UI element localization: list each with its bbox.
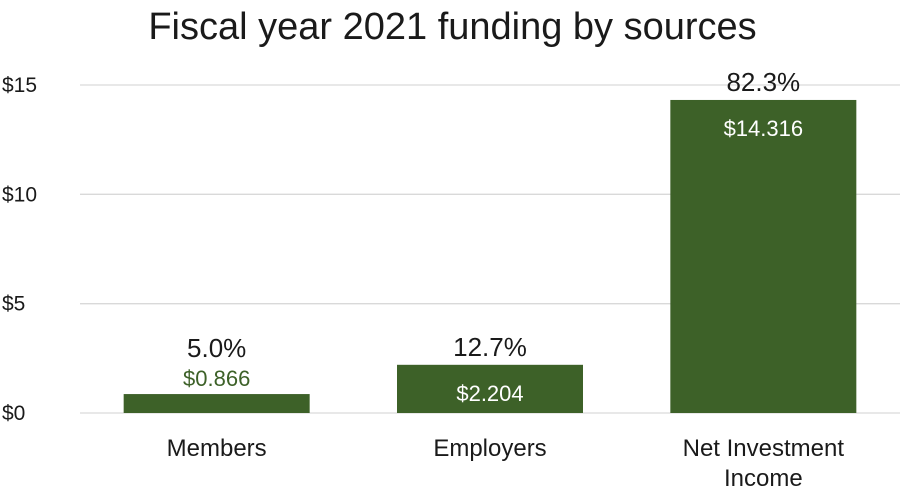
x-tick-label-line: Net Investment	[683, 435, 845, 462]
value-label: $2.204	[456, 381, 523, 406]
x-tick-label: Net Investment Income	[683, 435, 845, 492]
x-tick-label: Employers	[433, 435, 546, 462]
x-tick-label: Members	[167, 435, 267, 462]
bar-members	[123, 394, 310, 413]
bar-net-investment-income	[670, 99, 857, 414]
value-label: $0.866	[183, 366, 250, 391]
x-tick-label-line: Income	[724, 465, 803, 492]
percent-label: 12.7%	[453, 332, 527, 362]
y-tick-label: $15	[2, 74, 37, 97]
value-label: $14.316	[724, 116, 804, 141]
y-tick-label: $0	[2, 402, 25, 425]
y-tick-label: $5	[2, 293, 25, 316]
percent-label: 5.0%	[187, 333, 246, 363]
x-tick-label-line: Members	[167, 435, 267, 462]
chart-title: Fiscal year 2021 funding by sources	[148, 6, 757, 48]
bar-employers	[397, 364, 583, 413]
y-tick-label: $10	[2, 183, 37, 206]
percent-label: 82.3%	[726, 67, 800, 97]
x-tick-label-line: Employers	[433, 435, 546, 462]
